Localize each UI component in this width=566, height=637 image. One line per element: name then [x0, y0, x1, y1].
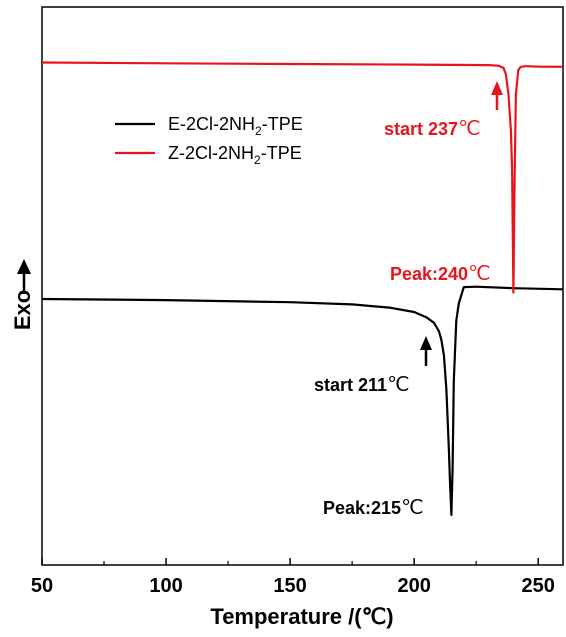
y-axis-title: Exo — [10, 290, 35, 330]
annotation-start-237-value: start 237 — [384, 119, 458, 139]
x-tick-label: 250 — [522, 575, 555, 597]
annotation-start-211: start 211℃ — [314, 336, 432, 396]
x-axis-ticks: 50 100 150 200 250 — [31, 558, 555, 597]
annotation-peak-240-label: Peak:240℃ — [390, 263, 491, 285]
annotation-peak-215: Peak:215℃ — [323, 497, 424, 519]
annotation-peak-240-value: Peak:240 — [390, 264, 468, 284]
legend-label-e-sub: 2 — [255, 124, 262, 138]
legend-label-z-sub: 2 — [254, 153, 261, 167]
legend-label-e-end: -TPE — [262, 114, 303, 134]
annotation-start-211-label: start 211℃ — [314, 374, 410, 396]
annotation-start-237-unit: ℃ — [458, 118, 480, 140]
x-tick-label: 200 — [397, 575, 430, 597]
series-line-e-2cl-2nh2-tpe — [41, 285, 564, 517]
y-axis-arrow — [17, 259, 31, 292]
x-tick-label: 100 — [149, 575, 182, 597]
annotation-peak-215-unit: ℃ — [401, 497, 423, 519]
legend-label-z: Z-2Cl-2NH2-TPE — [168, 143, 302, 167]
legend-label-z-end: -TPE — [261, 143, 302, 163]
legend-label-e: E-2Cl-2NH2-TPE — [168, 114, 303, 138]
annotation-peak-240: Peak:240℃ — [390, 263, 491, 285]
series-line-z-2cl-2nh2-tpe — [41, 61, 564, 294]
annotation-peak-240-unit: ℃ — [468, 263, 490, 285]
annotation-peak-215-value: Peak:215 — [323, 498, 401, 518]
annotation-start-211-unit: ℃ — [387, 374, 409, 396]
legend-label-z-main: Z-2Cl-2NH — [168, 143, 254, 163]
x-tick-label: 150 — [273, 575, 306, 597]
plot-frame — [41, 6, 564, 566]
annotation-start-211-value: start 211 — [314, 375, 387, 395]
annotation-start-237-label: start 237℃ — [384, 118, 481, 140]
x-axis-title: Temperature /(℃) — [210, 604, 393, 629]
x-tick-label: 50 — [31, 575, 53, 597]
legend: E-2Cl-2NH2-TPE Z-2Cl-2NH2-TPE — [115, 114, 303, 167]
legend-label-e-main: E-2Cl-2NH — [168, 114, 255, 134]
annotation-start-237: start 237℃ — [384, 81, 503, 140]
y-axis-title-group: Exo — [10, 290, 35, 330]
annotation-peak-215-label: Peak:215℃ — [323, 497, 424, 519]
